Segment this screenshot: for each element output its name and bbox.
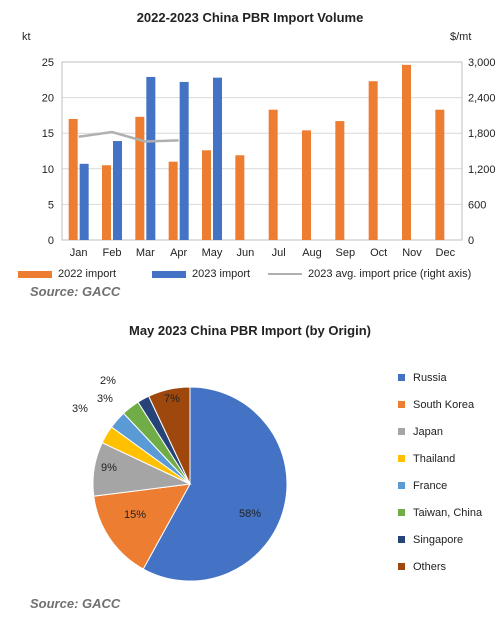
pie-legend-item: South Korea [398,398,482,411]
legend-swatch-price [268,273,302,275]
pie-slice [148,386,191,485]
right-axis-unit: $/mt [450,31,472,43]
bar-2023 [113,141,122,240]
y-tick-label: 25 [42,57,54,69]
pie-legend-label: Thailand [413,452,456,465]
pie-slice-label: 3% [97,393,113,405]
legend-swatch-2022 [18,270,52,278]
legend-2023-import: 2023 import [152,268,250,280]
x-tick-label: Jul [272,247,286,259]
x-tick-label: Apr [170,247,187,259]
bar-2023 [213,77,222,240]
legend-2022-import: 2022 import [18,268,116,280]
pie-legend-swatch [398,428,405,435]
x-tick-label: Dec [436,247,456,259]
price-line [78,130,179,143]
pie-slice-label: 58% [239,508,261,520]
pie-legend-item: France [398,479,482,492]
y-tick-label: 10 [42,164,54,176]
bar-chart-title: 2022-2023 China PBR Import Volume [136,10,364,25]
pie-slice [142,386,288,582]
bar-2022 [235,155,245,240]
bar-chart: 0 5 10 15 20 25 0 600 1,200 1,800 2,400 3,000 Jan Feb… [42,57,496,259]
bar-2022 [168,161,178,240]
bar-2023 [146,76,156,241]
bar-2022 [202,150,211,240]
bar-2022 [102,165,111,240]
pie-legend-item: Thailand [398,452,482,465]
pie-legend-swatch [398,455,405,462]
x-tick-label: Oct [370,247,387,259]
pie-legend-swatch [398,509,405,516]
pie-slice [93,483,191,570]
bar-chart-source: Source: GACC [30,284,121,299]
pie-legend: Russia South Korea Japan Thailand France Taiw… [398,371,482,587]
bar-2023 [179,81,189,240]
pie-slice-label: 7% [164,393,180,405]
bar-2022 [268,109,278,240]
y-tick-label: 15 [42,128,54,140]
bar-2022 [368,81,378,240]
x-tick-label: May [202,247,223,259]
pie-chart: 58%15%9%3%3%3%2%7% [72,375,288,582]
y-tick-label: 20 [42,93,54,105]
pie-slice-label: 15% [124,509,146,521]
pie-legend-label: Russia [413,371,447,384]
pie-legend-item: Japan [398,425,482,438]
pie-legend-swatch [398,374,405,381]
x-tick-label: Feb [103,247,122,259]
legend-swatch-2023 [152,270,186,278]
plot-border [61,61,463,241]
pie-legend-swatch [398,563,405,570]
legend-price-line: 2023 avg. import price (right axis) [268,268,471,280]
x-tick-label: Sep [336,247,356,259]
pie-legend-label: France [413,479,448,492]
x-tick-label: Mar [136,247,155,259]
y2-tick-label: 600 [468,199,486,211]
bar-2022 [302,130,311,240]
y2-tick-label: 0 [468,235,474,247]
pie-legend-item: Taiwan, China [398,506,482,519]
legend-label-2023: 2023 import [192,268,251,280]
pie-legend-label: South Korea [413,398,475,411]
pie-chart-source: Source: GACC [30,596,121,611]
y-tick-label: 5 [48,199,54,211]
bar-2022 [402,64,411,241]
y2-tick-label: 3,000 [468,57,496,69]
pie-legend-label: Singapore [413,533,464,546]
left-axis-unit: kt [22,31,31,43]
y2-tick-label: 1,800 [468,128,496,140]
bar-2022 [435,109,445,240]
pie-legend-item: Russia [398,371,482,384]
pie-chart-title: May 2023 China PBR Import (by Origin) [129,323,371,338]
x-tick-label: Aug [302,247,322,259]
pie-legend-label: Japan [413,425,443,438]
pie-legend-item: Singapore [398,533,482,546]
bar-2022 [335,121,345,240]
x-tick-label: Jun [236,247,254,259]
pie-legend-swatch [398,482,405,489]
y2-tick-label: 2,400 [468,93,496,105]
bar-2023 [79,163,89,240]
legend-label-2022: 2022 import [58,268,117,280]
y-tick-label: 0 [48,235,54,247]
legend-label-price: 2023 avg. import price (right axis) [308,268,472,280]
pie-slice-label: 2% [100,375,116,387]
y2-tick-label: 1,200 [468,164,496,176]
pie-legend-swatch [398,401,405,408]
pie-legend-label: Taiwan, China [413,506,483,519]
pie-slice-label: 9% [101,462,117,474]
pie-legend-swatch [398,536,405,543]
pie-legend-label: Others [413,560,447,573]
pie-slice-label: 3% [72,403,88,415]
x-tick-label: Nov [402,247,422,259]
pie-legend-item: Others [398,560,482,573]
bar-2022 [135,116,145,240]
x-tick-label: Jan [70,247,88,259]
bar-2022 [68,118,78,240]
